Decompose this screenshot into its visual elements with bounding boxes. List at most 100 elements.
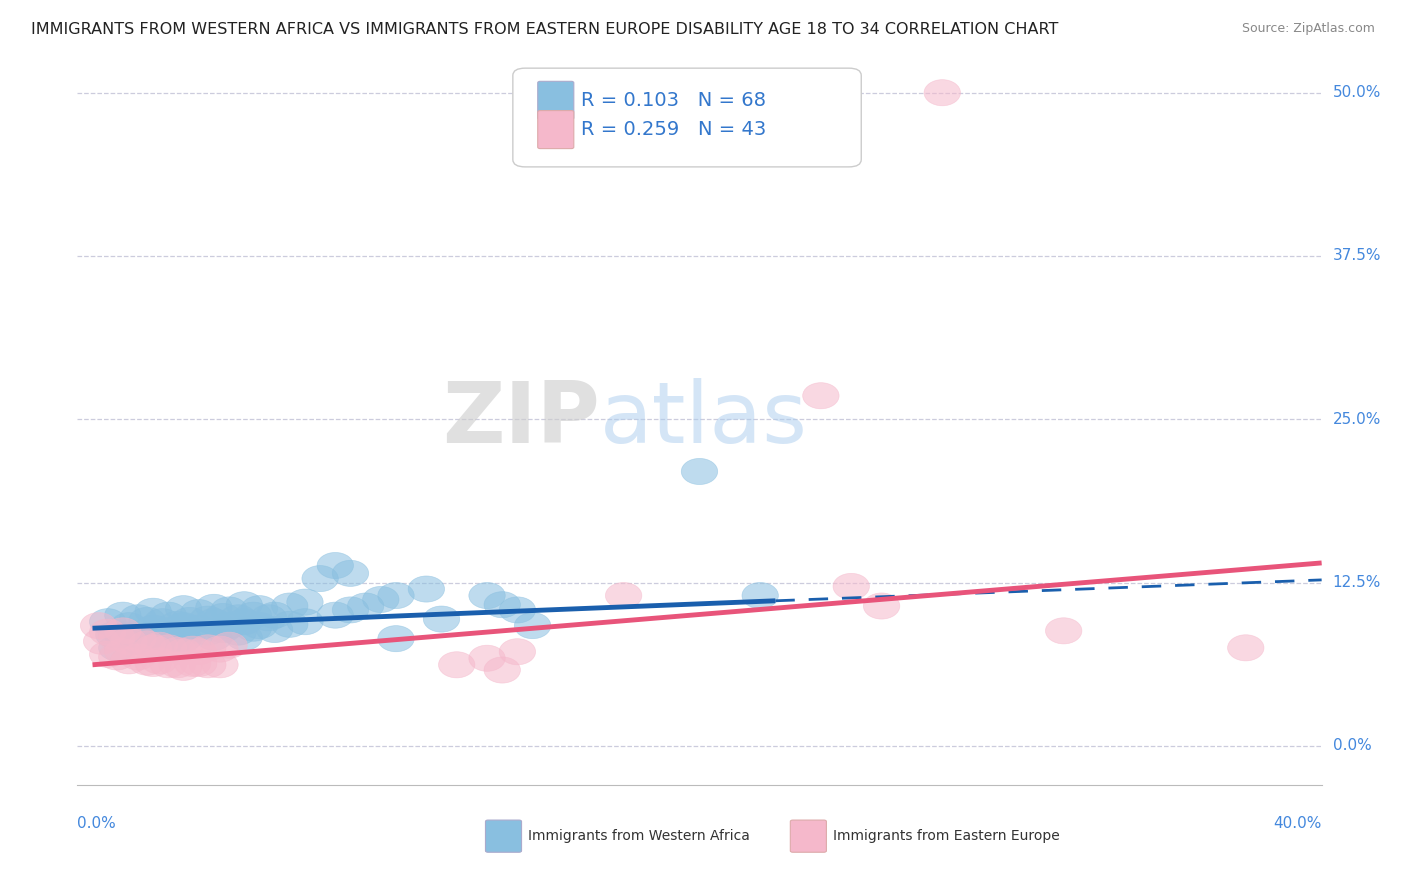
Ellipse shape xyxy=(180,615,217,641)
Ellipse shape xyxy=(235,602,271,628)
Ellipse shape xyxy=(190,619,226,645)
Ellipse shape xyxy=(515,613,551,639)
Ellipse shape xyxy=(111,628,148,655)
Ellipse shape xyxy=(1227,635,1264,661)
Ellipse shape xyxy=(205,603,242,630)
Ellipse shape xyxy=(104,602,141,628)
Ellipse shape xyxy=(742,582,779,608)
Text: IMMIGRANTS FROM WESTERN AFRICA VS IMMIGRANTS FROM EASTERN EUROPE DISABILITY AGE : IMMIGRANTS FROM WESTERN AFRICA VS IMMIGR… xyxy=(31,22,1059,37)
Ellipse shape xyxy=(803,383,839,409)
FancyBboxPatch shape xyxy=(537,81,574,120)
Text: R = 0.103   N = 68: R = 0.103 N = 68 xyxy=(581,91,766,110)
Ellipse shape xyxy=(499,639,536,665)
Ellipse shape xyxy=(256,602,292,628)
Ellipse shape xyxy=(135,599,172,624)
Ellipse shape xyxy=(129,631,166,657)
Ellipse shape xyxy=(468,582,505,608)
Ellipse shape xyxy=(129,625,166,652)
Ellipse shape xyxy=(150,602,187,628)
Ellipse shape xyxy=(180,599,217,625)
Ellipse shape xyxy=(195,624,232,650)
Ellipse shape xyxy=(226,608,263,635)
Ellipse shape xyxy=(219,619,256,645)
Ellipse shape xyxy=(242,613,277,639)
Ellipse shape xyxy=(141,632,177,658)
Ellipse shape xyxy=(195,594,232,621)
Text: 40.0%: 40.0% xyxy=(1274,815,1322,830)
Text: 12.5%: 12.5% xyxy=(1333,575,1381,590)
Text: R = 0.259   N = 43: R = 0.259 N = 43 xyxy=(581,120,766,139)
Ellipse shape xyxy=(423,606,460,632)
Ellipse shape xyxy=(159,638,195,664)
FancyBboxPatch shape xyxy=(485,820,522,852)
Ellipse shape xyxy=(166,613,202,639)
Text: 50.0%: 50.0% xyxy=(1333,86,1381,100)
Ellipse shape xyxy=(332,560,368,586)
Ellipse shape xyxy=(135,631,172,657)
Ellipse shape xyxy=(135,650,172,676)
Ellipse shape xyxy=(863,593,900,619)
Text: Immigrants from Eastern Europe: Immigrants from Eastern Europe xyxy=(832,830,1059,843)
Ellipse shape xyxy=(363,586,399,613)
Ellipse shape xyxy=(159,625,195,652)
Ellipse shape xyxy=(190,652,226,678)
Ellipse shape xyxy=(832,574,869,599)
Ellipse shape xyxy=(235,615,271,641)
Ellipse shape xyxy=(439,652,475,678)
Ellipse shape xyxy=(111,648,148,674)
Ellipse shape xyxy=(226,624,263,650)
Ellipse shape xyxy=(180,650,217,676)
Ellipse shape xyxy=(202,636,238,662)
Ellipse shape xyxy=(129,607,166,633)
Ellipse shape xyxy=(408,576,444,602)
Ellipse shape xyxy=(141,648,177,674)
Ellipse shape xyxy=(606,582,641,608)
Ellipse shape xyxy=(211,613,247,639)
Ellipse shape xyxy=(271,593,308,619)
FancyBboxPatch shape xyxy=(513,68,862,167)
Ellipse shape xyxy=(202,652,238,678)
Ellipse shape xyxy=(150,635,187,661)
Ellipse shape xyxy=(271,611,308,638)
Ellipse shape xyxy=(195,608,232,635)
Ellipse shape xyxy=(120,605,156,631)
Ellipse shape xyxy=(150,618,187,644)
Ellipse shape xyxy=(135,615,172,641)
Text: 37.5%: 37.5% xyxy=(1333,249,1381,263)
Ellipse shape xyxy=(190,606,226,632)
Ellipse shape xyxy=(347,593,384,619)
Ellipse shape xyxy=(332,597,368,623)
Ellipse shape xyxy=(120,644,156,670)
Ellipse shape xyxy=(318,552,353,579)
Ellipse shape xyxy=(287,589,323,615)
Ellipse shape xyxy=(143,608,180,635)
Ellipse shape xyxy=(484,591,520,618)
Ellipse shape xyxy=(83,628,120,655)
Ellipse shape xyxy=(226,591,263,618)
Ellipse shape xyxy=(190,635,226,661)
FancyBboxPatch shape xyxy=(790,820,827,852)
Text: 0.0%: 0.0% xyxy=(77,815,117,830)
Ellipse shape xyxy=(1046,618,1081,644)
Ellipse shape xyxy=(219,605,256,631)
Ellipse shape xyxy=(96,622,132,648)
FancyBboxPatch shape xyxy=(537,111,574,149)
Ellipse shape xyxy=(924,79,960,106)
Text: ZIP: ZIP xyxy=(443,377,600,461)
Ellipse shape xyxy=(98,644,135,670)
Ellipse shape xyxy=(166,639,202,665)
Ellipse shape xyxy=(180,639,217,665)
Ellipse shape xyxy=(256,616,292,642)
Ellipse shape xyxy=(211,597,247,623)
Ellipse shape xyxy=(499,597,536,623)
Ellipse shape xyxy=(287,608,323,635)
Ellipse shape xyxy=(166,625,202,652)
Ellipse shape xyxy=(90,641,127,667)
Ellipse shape xyxy=(98,635,135,661)
Ellipse shape xyxy=(318,602,353,628)
Text: 0.0%: 0.0% xyxy=(1333,739,1371,753)
Ellipse shape xyxy=(120,625,156,652)
Ellipse shape xyxy=(159,611,195,638)
Ellipse shape xyxy=(104,639,141,665)
Text: 25.0%: 25.0% xyxy=(1333,412,1381,426)
